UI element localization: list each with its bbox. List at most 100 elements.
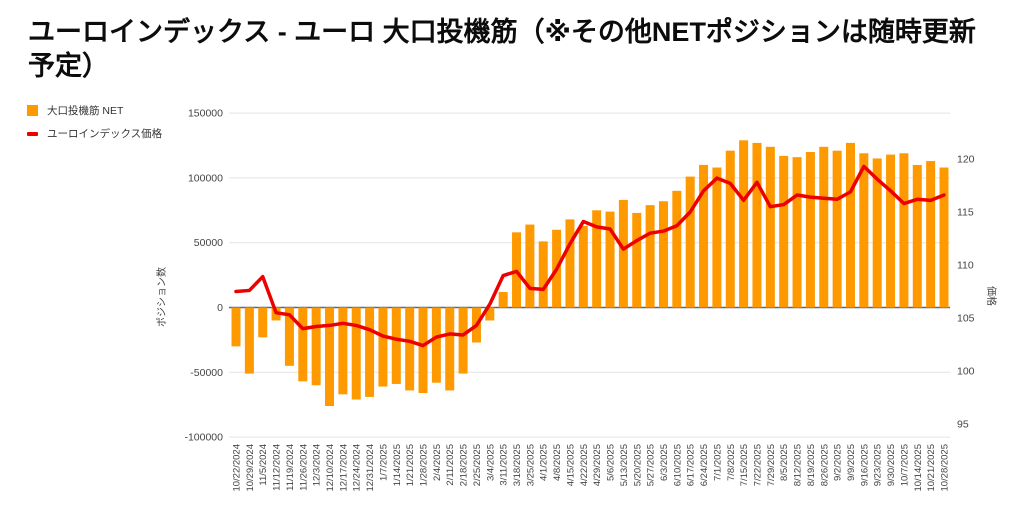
x-axis-date-label: 1/7/2025	[378, 444, 389, 481]
net-position-bar	[765, 146, 775, 308]
net-position-bar	[605, 211, 615, 308]
x-axis-date-label: 7/29/2025	[766, 444, 777, 486]
net-position-bar	[805, 151, 815, 308]
x-axis-date-label: 2/25/2025	[472, 444, 483, 486]
x-axis-date-label: 3/4/2025	[485, 444, 496, 481]
x-axis-date-label: 7/1/2025	[712, 444, 723, 481]
left-axis-tick-label: -100000	[184, 432, 223, 444]
net-position-bar	[391, 307, 401, 384]
x-axis-date-label: 12/10/2024	[325, 444, 336, 492]
net-position-bar	[699, 164, 709, 308]
net-position-bar	[325, 307, 335, 406]
x-axis-date-label: 5/27/2025	[646, 444, 657, 486]
x-axis-date-label: 11/12/2024	[272, 444, 283, 491]
left-axis-tick-label: 150000	[188, 108, 223, 120]
right-axis-tick-label: 115	[957, 207, 974, 219]
net-position-bar	[525, 224, 535, 308]
x-axis-date-label: 9/9/2025	[846, 444, 857, 481]
net-position-bar	[859, 153, 869, 308]
net-position-bar	[338, 307, 348, 395]
right-axis-tick-label: 110	[957, 260, 974, 272]
net-position-bar	[565, 219, 575, 308]
net-position-bar	[351, 307, 361, 400]
x-axis-date-label: 1/28/2025	[419, 444, 430, 486]
x-axis-date-label: 4/1/2025	[539, 444, 550, 481]
x-axis-date-label: 10/7/2025	[899, 444, 910, 486]
net-position-bar	[792, 157, 802, 308]
x-axis-date-label: 8/12/2025	[793, 444, 804, 486]
x-axis-date-label: 12/3/2024	[312, 444, 323, 486]
x-axis-date-label: 5/20/2025	[632, 444, 643, 486]
x-axis-date-label: 4/29/2025	[592, 444, 603, 486]
net-position-bar	[284, 307, 294, 366]
x-axis-date-label: 8/19/2025	[806, 444, 817, 486]
net-position-bar	[899, 153, 909, 308]
net-position-bar	[645, 205, 655, 308]
net-position-bar	[739, 140, 749, 308]
net-position-bar	[752, 142, 762, 308]
net-position-bar	[926, 161, 936, 308]
net-position-bar	[672, 190, 682, 308]
x-axis-date-label: 8/26/2025	[819, 444, 830, 486]
net-position-bar	[939, 167, 949, 308]
net-position-bar	[685, 176, 695, 308]
x-axis-date-label: 2/18/2025	[459, 444, 470, 486]
left-axis-title: ポジション数	[155, 267, 168, 327]
x-axis-date-label: 9/23/2025	[873, 444, 884, 486]
x-axis-date-label: 12/31/2024	[365, 444, 376, 492]
chart-title: ユーロインデックス - ユーロ 大口投機筋（※その他NETポジションは随時更新予…	[28, 17, 976, 81]
x-axis-date-label: 2/11/2025	[445, 444, 456, 486]
net-position-bar	[405, 307, 415, 391]
right-axis-tick-label: 120	[957, 154, 975, 166]
net-position-bar	[244, 307, 254, 374]
x-axis-date-label: 9/30/2025	[886, 444, 897, 486]
x-axis-date-label: 3/18/2025	[512, 444, 523, 486]
net-position-bar	[431, 307, 441, 383]
net-position-bar	[378, 307, 388, 387]
x-axis-date-label: 10/22/2024	[232, 444, 243, 492]
net-position-bar	[658, 201, 668, 308]
bar-series-swatch-icon	[27, 105, 38, 116]
legend-label-bar-series: 大口投機筋 NET	[47, 105, 124, 117]
right-axis-title: 価格	[985, 286, 998, 306]
net-position-bar	[578, 225, 588, 308]
net-position-bar	[872, 158, 882, 308]
x-axis-date-label: 6/10/2025	[672, 444, 683, 486]
right-axis-tick-label: 105	[957, 313, 975, 325]
left-axis-tick-label: -50000	[190, 367, 223, 379]
x-axis-date-label: 1/21/2025	[405, 444, 416, 486]
line-series-swatch-icon	[27, 131, 38, 136]
net-position-bar	[458, 307, 468, 374]
net-position-bar	[618, 199, 628, 308]
x-axis-date-label: 11/19/2024	[285, 444, 296, 491]
net-position-bar	[886, 154, 896, 308]
x-axis-date-label: 12/24/2024	[352, 444, 363, 492]
x-axis-date-label: 4/22/2025	[579, 444, 590, 486]
net-position-bar	[311, 307, 321, 386]
x-axis-date-label: 8/5/2025	[779, 444, 790, 481]
x-axis-date-label: 3/11/2025	[499, 444, 510, 486]
net-position-bar	[845, 142, 855, 308]
net-position-bar	[258, 307, 268, 338]
net-position-bar	[445, 307, 455, 391]
left-axis-tick-label: 100000	[188, 172, 223, 184]
x-axis-date-label: 1/14/2025	[392, 444, 403, 486]
x-axis-date-label: 4/15/2025	[565, 444, 576, 486]
x-axis-date-label: 7/8/2025	[726, 444, 737, 481]
right-axis-tick-label: 100	[957, 366, 975, 378]
x-axis-date-label: 3/25/2025	[525, 444, 536, 486]
legend-label-line-series: ユーロインデックス価格	[47, 128, 163, 140]
x-axis-date-label: 5/13/2025	[619, 444, 630, 486]
x-axis-date-label: 6/3/2025	[659, 444, 670, 481]
x-axis-date-label: 10/28/2025	[940, 444, 951, 492]
net-position-bar	[712, 167, 722, 308]
net-position-bar	[538, 241, 548, 308]
net-position-bar	[485, 307, 495, 321]
net-position-bar	[418, 307, 428, 394]
x-axis-date-label: 11/26/2024	[298, 444, 309, 491]
x-axis-date-label: 9/2/2025	[833, 444, 844, 481]
x-axis-date-label: 6/24/2025	[699, 444, 710, 486]
x-axis-date-label: 9/16/2025	[859, 444, 870, 486]
legend-item-bar-series: 大口投機筋 NET	[27, 103, 162, 118]
